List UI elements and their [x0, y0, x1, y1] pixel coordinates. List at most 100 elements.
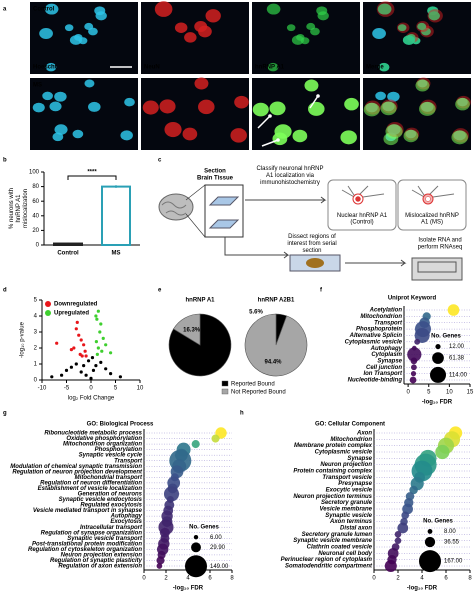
x-tick-label: 10	[137, 386, 144, 392]
nucleus	[45, 62, 57, 72]
x-axis-label: log₂ Fold Change	[68, 396, 115, 402]
point	[74, 362, 78, 366]
point	[91, 368, 96, 372]
row-label: Axon terminus	[329, 519, 373, 525]
row-label: Protein containing complex	[293, 469, 372, 475]
x-tick-label: 0	[142, 576, 146, 582]
x-axis-label: -log₁₀ FDR	[422, 400, 453, 406]
point	[64, 368, 69, 372]
point	[83, 349, 87, 353]
row-label: Regulation of synaptic plasticity	[50, 558, 143, 564]
size-legend-dot	[193, 535, 199, 540]
row-label: Neuronal cell body	[318, 551, 372, 557]
dot	[156, 556, 165, 565]
bar	[101, 185, 131, 247]
cell-box	[327, 179, 397, 231]
size-legend-label: 29.90	[210, 545, 226, 551]
row-label: Post-translational protein modification	[32, 541, 142, 547]
significance-bracket	[67, 175, 117, 180]
point	[109, 372, 113, 376]
nucleus	[39, 28, 53, 40]
hnrnp	[385, 124, 403, 139]
nucleus	[95, 11, 107, 21]
point	[84, 373, 88, 377]
neuron	[174, 22, 188, 33]
size-legend-dot	[427, 529, 433, 534]
neuron	[234, 95, 249, 109]
point	[96, 309, 100, 313]
nucleus	[69, 35, 82, 45]
hnrnp	[451, 130, 468, 145]
row-label: Neuron projection terminus	[293, 494, 372, 500]
row-label: Modulation of chemical synaptic transmis…	[10, 464, 142, 470]
row-label: Mitochondrion organization	[63, 442, 142, 448]
row-label: Mitochondrial transport	[75, 475, 143, 481]
x-tick-label: 0	[89, 386, 93, 392]
y-tick-label: 3	[34, 330, 38, 336]
hnrnp	[266, 3, 281, 15]
row-label: Regulation of axon extension	[58, 564, 142, 570]
panel-label: d	[3, 288, 7, 294]
chart-title: Uniprot Keyword	[388, 296, 437, 302]
row-label: Neuron projection extension	[61, 552, 143, 558]
row-label: Regulated exocytosis	[80, 503, 142, 509]
dot	[191, 440, 200, 449]
neuron	[194, 21, 208, 32]
row-label: Cytoplasm	[371, 352, 402, 358]
point	[79, 370, 83, 374]
hnrnp	[415, 79, 430, 92]
row-label: Control	[33, 7, 55, 13]
zoom-lines	[185, 184, 206, 238]
legend-label: Reported Bound	[231, 382, 275, 388]
dot	[394, 531, 402, 538]
hnrnp	[340, 130, 357, 145]
slide	[208, 219, 240, 229]
hnrnp	[286, 24, 296, 32]
arrow-head	[268, 114, 272, 118]
text-line: Nuclear hnRNP A1	[337, 212, 388, 218]
dot	[435, 444, 450, 460]
brain-folds	[161, 201, 187, 216]
panel-label: b	[3, 158, 7, 164]
x-tick-label: 15	[467, 390, 474, 396]
arrow	[261, 139, 279, 147]
row-label: Vesicle mediated transport in synapse	[33, 508, 143, 514]
diagram-text: Dissect regions of interest from serial se…	[287, 234, 336, 254]
row-label: Axon	[356, 431, 372, 437]
text-line: (Control)	[350, 219, 373, 225]
row-label: Autophagy	[110, 514, 143, 520]
row-label: Distal axon	[340, 526, 372, 532]
cell-box	[397, 179, 467, 231]
arrow	[224, 237, 290, 259]
pie-title: hnRNP A1	[185, 298, 215, 304]
text-line: interest from serial	[287, 241, 336, 247]
channel-label: Merge	[366, 65, 384, 71]
point	[55, 341, 59, 345]
point	[99, 360, 103, 364]
pie-slice	[173, 313, 201, 346]
y-tick-label: 20	[32, 228, 39, 234]
y-tick-label: 100	[29, 170, 40, 176]
nucleus	[355, 196, 361, 202]
arrow-head	[276, 138, 280, 142]
hnrnp	[402, 35, 415, 45]
point	[79, 338, 83, 342]
nucleus	[84, 79, 95, 88]
text-line: section	[302, 248, 321, 254]
row-label: Synaptic vesicle endocytosis	[59, 497, 143, 503]
row-label: Exocytosis	[110, 519, 142, 525]
zoom-box	[204, 184, 244, 238]
cells	[32, 79, 135, 142]
size-legend-dot	[424, 536, 436, 548]
neuron	[194, 77, 209, 90]
diagram-text: Section Brain Tissue	[197, 168, 234, 181]
x-tick-label: 5	[427, 390, 431, 396]
dot	[384, 559, 397, 573]
row-label: MS	[33, 83, 42, 89]
nucleus	[42, 91, 53, 101]
panel-label: g	[3, 411, 7, 417]
pie-label: 16.3%	[183, 328, 201, 334]
nucleus	[72, 129, 84, 139]
text-line: Isolate RNA and	[418, 237, 461, 243]
legend-swatch	[45, 310, 51, 316]
